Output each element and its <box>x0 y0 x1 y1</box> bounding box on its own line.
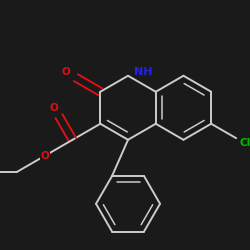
Text: O: O <box>62 67 71 77</box>
Text: NH: NH <box>134 67 153 77</box>
Text: O: O <box>40 151 49 161</box>
Text: O: O <box>50 103 58 113</box>
Text: Cl: Cl <box>239 138 250 148</box>
